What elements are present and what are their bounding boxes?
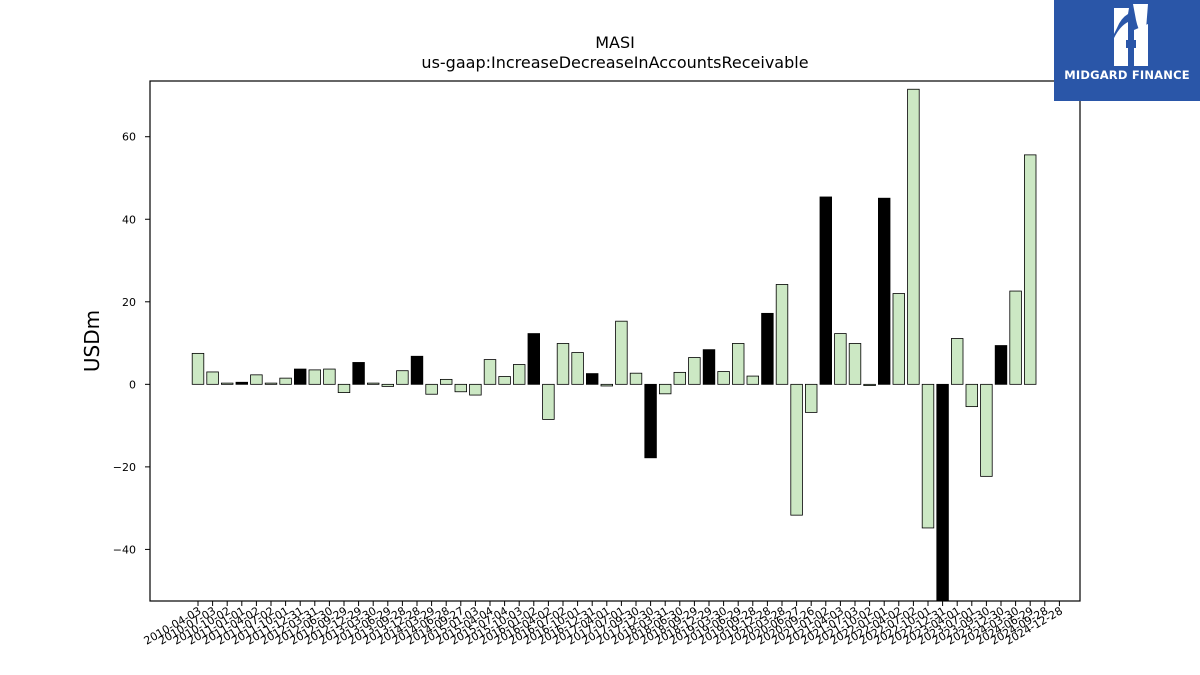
bar-2016-10-01	[571, 352, 584, 385]
y-tick-label: −40	[113, 543, 136, 556]
bar-2011-01-01	[235, 381, 249, 385]
bar-2023-04-01	[951, 338, 964, 385]
bar-2012-06-30	[323, 368, 336, 385]
bar-2023-07-01	[965, 383, 979, 408]
bar-2019-09-28	[746, 375, 760, 385]
bar-2016-07-02	[556, 343, 570, 385]
bar-2016-01-02	[527, 333, 541, 385]
bar-2018-06-30	[673, 371, 687, 385]
bar-2022-04-02	[892, 293, 906, 385]
bar-2022-10-01	[921, 383, 935, 529]
bar-2017-09-30	[629, 372, 643, 385]
brand-name: MIDGARD FINANCE	[1064, 68, 1190, 82]
bar-2019-03-30	[717, 371, 730, 385]
x-axis-ticks: 2010-04-032010-07-032010-10-022011-01-01…	[142, 601, 1065, 648]
midgard-logo-icon	[1114, 4, 1148, 66]
bar-2021-01-02	[819, 196, 833, 385]
bar-2021-10-02	[863, 383, 876, 386]
bar-2012-03-31	[308, 369, 322, 385]
bar-2017-12-30	[644, 383, 657, 459]
bar-2013-06-29	[381, 383, 395, 387]
y-axis-ticks: −40 −20 0 20 40 60	[113, 131, 150, 556]
bar-2019-12-28	[761, 312, 774, 385]
bar-2010-10-02	[220, 382, 234, 385]
bar-2013-03-30	[366, 382, 380, 385]
chart-subtitle: us-gaap:IncreaseDecreaseInAccountsReceiv…	[421, 53, 808, 72]
bar-2020-03-28	[775, 284, 789, 385]
bar-2015-07-04	[498, 376, 511, 385]
bar-2013-09-28	[396, 370, 409, 385]
bar-2024-03-30	[1009, 290, 1022, 385]
bar-2020-06-27	[790, 383, 803, 516]
bar-2016-04-02	[542, 383, 555, 420]
bar-2010-07-03	[206, 371, 219, 385]
y-tick-label: 20	[122, 296, 136, 309]
y-tick-label: 40	[122, 213, 136, 226]
y-axis-label: USDm	[80, 310, 104, 372]
bar-2014-09-27	[454, 383, 468, 393]
bars-group	[191, 88, 1037, 602]
bar-2020-09-26	[805, 383, 818, 413]
y-tick-label: 0	[129, 378, 136, 391]
bar-2015-01-03	[469, 383, 482, 396]
bar-2013-12-28	[410, 355, 424, 385]
bar-2023-09-30	[980, 383, 993, 477]
bar-2023-12-30	[994, 345, 1008, 385]
bar-2010-04-03	[191, 352, 205, 385]
bar-2022-01-01	[878, 197, 891, 385]
brand-logo: MIDGARD FINANCE	[1054, 0, 1200, 101]
bar-2014-06-28	[439, 378, 453, 385]
bar-2017-07-01	[615, 320, 628, 385]
bar-2015-10-03	[513, 364, 526, 385]
bar-2022-12-31	[936, 383, 949, 602]
bar-2014-03-29	[425, 383, 438, 395]
bar-2024-06-29	[1024, 154, 1037, 385]
y-tick-label: 60	[122, 131, 136, 144]
bar-2021-04-03	[834, 333, 847, 385]
plot-frame	[149, 80, 1081, 602]
bar-2018-03-31	[659, 383, 672, 395]
bar-2011-10-01	[279, 377, 292, 385]
bar-2022-07-02	[907, 88, 920, 385]
bar-2017-04-01	[600, 383, 614, 387]
bar-2011-07-02	[264, 382, 278, 385]
bar-2018-09-29	[688, 357, 701, 385]
y-tick-label: −20	[113, 461, 136, 474]
bar-2012-09-29	[337, 383, 351, 393]
chart-title: MASI	[595, 33, 635, 52]
bar-2015-04-04	[483, 359, 497, 385]
bar-2018-12-29	[702, 349, 716, 385]
bar-2011-12-31	[293, 368, 307, 385]
bar-2016-12-31	[586, 373, 599, 385]
bar-2021-07-03	[848, 343, 862, 385]
bar-2019-06-29	[732, 343, 745, 385]
bar-2011-04-02	[250, 374, 263, 385]
bar-2012-12-29	[352, 362, 365, 385]
